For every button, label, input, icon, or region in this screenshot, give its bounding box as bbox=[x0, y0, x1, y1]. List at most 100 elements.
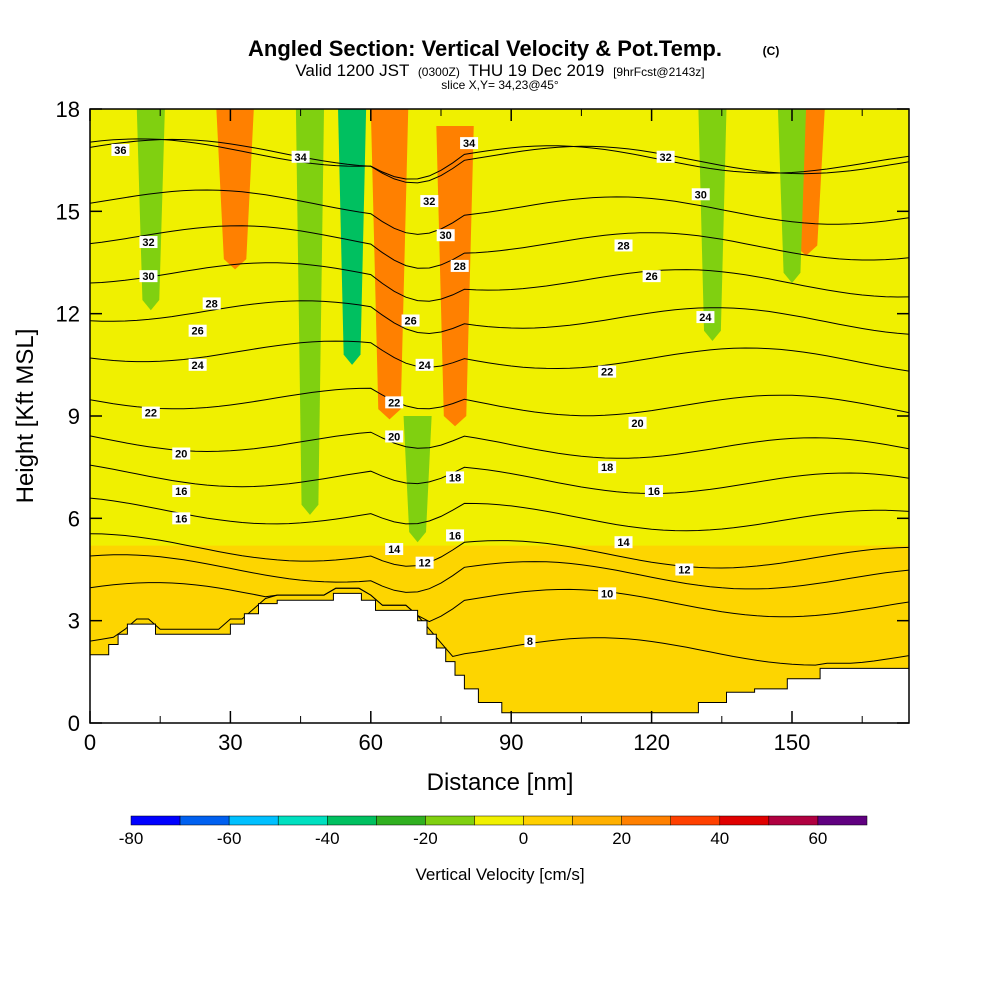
subtitle-valid-time: Valid 1200 JST bbox=[295, 61, 409, 80]
y-tick-label: 12 bbox=[56, 302, 80, 327]
isentrope-line bbox=[90, 300, 909, 335]
contour-label-text: 20 bbox=[631, 418, 643, 430]
contour-label-text: 30 bbox=[440, 230, 452, 242]
contour-label-box bbox=[696, 311, 715, 324]
contour-label-text: 14 bbox=[617, 537, 630, 549]
contour-label-text: 22 bbox=[388, 397, 400, 409]
contour-label-box bbox=[385, 543, 404, 556]
contour-label: 34 bbox=[460, 137, 479, 150]
colorbar-tick-label: 40 bbox=[710, 829, 729, 848]
contour-label-text: 18 bbox=[449, 472, 461, 484]
contour-label: 14 bbox=[385, 543, 404, 556]
contour-label-text: 28 bbox=[617, 240, 629, 252]
contour-label-box bbox=[385, 396, 404, 409]
contour-label: 18 bbox=[446, 471, 465, 484]
isentrope-line bbox=[90, 225, 909, 269]
contour-label: 32 bbox=[139, 236, 158, 249]
y-tick-label: 15 bbox=[56, 199, 80, 224]
x-tick-label: 120 bbox=[633, 730, 670, 755]
x-tick-label: 150 bbox=[774, 730, 811, 755]
slice-label: slice X,Y= 34,23@45° bbox=[441, 78, 559, 92]
contour-label-text: 12 bbox=[678, 565, 690, 577]
downdraft-band bbox=[777, 109, 807, 283]
contour-label: 14 bbox=[614, 536, 633, 549]
contour-label-text: 14 bbox=[388, 544, 401, 556]
contour-label-text: 28 bbox=[454, 261, 466, 273]
contour-label-text: 20 bbox=[388, 431, 400, 443]
contour-label-text: 26 bbox=[192, 326, 204, 338]
contour-label: 26 bbox=[401, 314, 420, 327]
colorbar-label: Vertical Velocity [cm/s] bbox=[415, 865, 584, 884]
contour-label-text: 34 bbox=[463, 138, 476, 150]
colorbar-swatch bbox=[474, 815, 524, 826]
contour-label: 30 bbox=[139, 270, 158, 283]
contour-label-box bbox=[202, 297, 221, 310]
contour-label: 16 bbox=[172, 485, 191, 498]
chart-title-units: (C) bbox=[763, 44, 780, 58]
contour-label-box bbox=[450, 259, 469, 272]
isentrope-line bbox=[90, 387, 909, 417]
colorbar-swatch bbox=[572, 815, 622, 826]
contour-label: 22 bbox=[598, 365, 617, 379]
isentrope-line bbox=[90, 340, 909, 372]
contour-label: 28 bbox=[614, 239, 633, 252]
isentrope-line bbox=[90, 587, 909, 666]
updraft-band bbox=[216, 109, 254, 270]
colorbar-swatch bbox=[719, 815, 770, 826]
contour-label: 32 bbox=[656, 150, 675, 164]
contour-label-text: 16 bbox=[648, 486, 660, 498]
isentrope-line bbox=[90, 533, 909, 569]
colorbar-swatch bbox=[817, 815, 868, 826]
contour-label-box bbox=[628, 416, 647, 429]
x-tick-label: 30 bbox=[218, 730, 242, 755]
contour-label: 16 bbox=[644, 485, 663, 498]
contour-label-box bbox=[141, 406, 160, 419]
chart-subtitle: Valid 1200 JST (0300Z) THU 19 Dec 2019 [… bbox=[295, 61, 704, 80]
contour-label-text: 8 bbox=[527, 636, 533, 648]
contour-label-box bbox=[644, 485, 663, 498]
contour-label-text: 36 bbox=[114, 145, 126, 157]
contour-label-box bbox=[291, 150, 310, 163]
contour-label-text: 18 bbox=[601, 462, 613, 474]
contour-label: 30 bbox=[436, 229, 455, 242]
contour-label: 16 bbox=[446, 529, 465, 542]
terrain bbox=[90, 592, 909, 723]
contour-label: 20 bbox=[628, 416, 647, 430]
colorbar-tick-label: -40 bbox=[315, 829, 340, 848]
subtitle-utc: (0300Z) bbox=[418, 65, 460, 79]
y-tick-label: 6 bbox=[68, 506, 80, 531]
downdraft-band bbox=[136, 109, 165, 311]
downdraft-band bbox=[698, 109, 727, 341]
contour-label-box bbox=[460, 137, 479, 150]
contour-label-box bbox=[656, 150, 675, 163]
contour-label-box bbox=[172, 485, 191, 498]
contour-label-text: 30 bbox=[142, 271, 154, 283]
x-axis-label: Distance [nm] bbox=[427, 769, 574, 796]
colorbar-swatch bbox=[768, 815, 819, 826]
contour-label: 12 bbox=[675, 563, 694, 577]
contour-label-box bbox=[385, 430, 404, 443]
contour-label-box bbox=[188, 324, 207, 337]
isentrope-line bbox=[90, 189, 909, 235]
isentrope-line bbox=[90, 464, 909, 495]
contour-label: 28 bbox=[202, 297, 221, 310]
contour-label-box bbox=[139, 270, 158, 283]
colorbar-swatch bbox=[179, 815, 230, 826]
contour-label-layer: 36 34 34 32 32 32 30 30 30 28 28 28 26 26 26 24 24 24 22 22… bbox=[111, 137, 715, 648]
contour-label-box bbox=[139, 236, 158, 249]
y-tick-label: 0 bbox=[68, 711, 80, 736]
updraft-band bbox=[436, 126, 474, 427]
contour-label-text: 30 bbox=[695, 189, 707, 201]
y-tick-label: 9 bbox=[68, 404, 80, 429]
contour-label-box bbox=[401, 314, 420, 327]
contour-label-text: 24 bbox=[418, 360, 431, 372]
contour-label-box bbox=[172, 447, 191, 460]
isentrope-line bbox=[90, 262, 909, 302]
contour-label: 34 bbox=[291, 150, 310, 164]
contour-label-box bbox=[598, 587, 617, 600]
contour-label: 36 bbox=[111, 143, 130, 157]
contour-label-text: 24 bbox=[192, 360, 205, 372]
contour-label-text: 24 bbox=[699, 312, 712, 324]
contour-label-box bbox=[446, 529, 465, 542]
